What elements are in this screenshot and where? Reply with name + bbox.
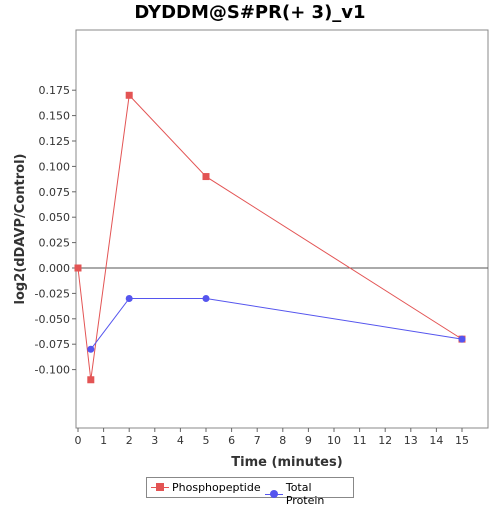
x-tick-label: 15	[455, 434, 469, 447]
y-tick-label: 0.050	[39, 211, 71, 224]
data-point-total-protein	[458, 335, 466, 343]
legend-label-phosphopeptide: Phosphopeptide	[172, 481, 261, 494]
y-tick-label: -0.100	[35, 364, 70, 377]
x-tick-label: 10	[327, 434, 341, 447]
y-tick-label: -0.050	[35, 313, 70, 326]
x-tick-label: 6	[228, 434, 235, 447]
y-tick-label: 0.100	[39, 160, 71, 173]
y-tick-label: -0.075	[35, 338, 70, 351]
legend-item-phosphopeptide: Phosphopeptide	[151, 481, 261, 494]
data-point-phosphopeptide	[74, 264, 82, 272]
x-tick-label: 7	[254, 434, 261, 447]
legend-label-total-protein: Total Protein	[285, 481, 325, 507]
data-point-phosphopeptide	[125, 91, 133, 99]
data-point-total-protein	[87, 345, 95, 353]
y-tick-label: -0.025	[35, 287, 70, 300]
x-tick-label: 0	[75, 434, 82, 447]
data-point-total-protein	[202, 294, 210, 302]
y-tick-label: 0.000	[39, 262, 71, 275]
x-tick-label: 12	[378, 434, 392, 447]
x-tick-label: 14	[429, 434, 443, 447]
x-tick-label: 13	[404, 434, 418, 447]
y-tick-label: 0.175	[39, 84, 71, 97]
x-tick-label: 8	[279, 434, 286, 447]
y-tick-label: 0.125	[39, 135, 71, 148]
data-point-phosphopeptide	[202, 173, 210, 181]
plot-border	[75, 29, 489, 429]
series-line-phosphopeptide	[77, 94, 463, 380]
y-tick-label: 0.025	[39, 237, 71, 250]
y-axis-title: log2(dDAVP/Control)	[13, 154, 28, 305]
x-tick-label: 2	[126, 434, 133, 447]
x-tick-label: 9	[305, 434, 312, 447]
x-tick-label: 4	[177, 434, 184, 447]
x-tick-label: 3	[151, 434, 158, 447]
x-axis-title: Time (minutes)	[231, 455, 342, 470]
total-protein-swatch-icon	[265, 489, 283, 499]
plot-area: -0.100 -0.075 -0.050 -0.025 0.000 0.025 0.050 0…	[13, 29, 489, 470]
legend: Phosphopeptide Total Protein	[146, 477, 354, 507]
y-tick-label: 0.075	[39, 186, 71, 199]
legend-item-total-protein: Total Protein	[265, 481, 353, 507]
x-tick-label: 11	[353, 434, 367, 447]
y-tick-label: 0.150	[39, 110, 71, 123]
series-line-total-protein	[90, 297, 463, 350]
x-tick-label: 5	[203, 434, 210, 447]
data-point-total-protein	[125, 294, 133, 302]
phosphopeptide-swatch-icon	[151, 483, 169, 492]
chart-title: DYDDM@S#PR(+ 3)_v1	[134, 2, 366, 23]
x-tick-label: 1	[100, 434, 107, 447]
data-point-phosphopeptide	[87, 376, 95, 384]
